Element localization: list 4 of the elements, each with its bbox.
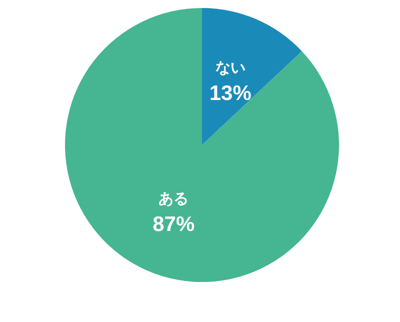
data-label: 87% xyxy=(152,213,195,236)
slice-label: ある xyxy=(158,190,189,208)
data-label: 13% xyxy=(209,82,252,105)
slice-label: ない xyxy=(215,58,246,76)
